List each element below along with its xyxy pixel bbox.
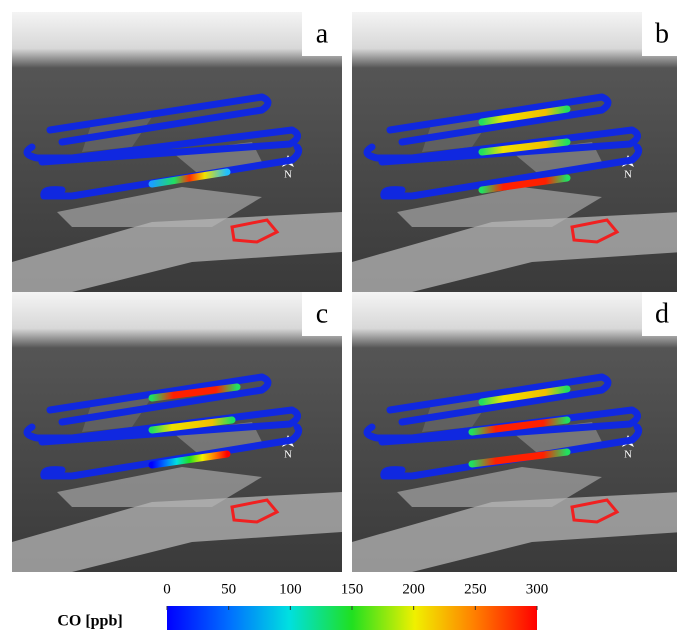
panel-label: b <box>655 18 669 49</box>
co-track-segment <box>478 138 571 156</box>
panel: dN <box>352 292 677 572</box>
co-track-segment <box>478 105 571 126</box>
aerial-image <box>12 292 342 572</box>
panel: aN <box>12 12 342 292</box>
north-label: N <box>624 169 632 181</box>
label-box <box>302 12 342 56</box>
co-track-segment <box>478 385 571 406</box>
tick-label: 0 <box>163 581 171 597</box>
panel-label: a <box>316 18 329 49</box>
co-track-segment <box>148 168 231 188</box>
co-track-segment <box>468 416 571 436</box>
panel-label: c <box>316 298 328 329</box>
tick-label: 300 <box>526 581 549 597</box>
label-box <box>302 292 342 336</box>
label-box <box>642 12 677 56</box>
tick-label: 150 <box>341 581 364 597</box>
tick-label: 200 <box>402 581 425 597</box>
aerial-image <box>352 292 677 572</box>
co-track-segment <box>148 416 236 434</box>
tick-label: 250 <box>464 581 487 597</box>
tick-label: 50 <box>221 581 236 597</box>
north-label: N <box>624 449 632 461</box>
co-track-segment <box>148 450 231 469</box>
co-track-segment <box>478 174 571 194</box>
colorbar-label: CO [ppb] <box>57 613 122 630</box>
panel-label: d <box>655 298 669 329</box>
co-track-segment <box>148 383 241 402</box>
tick-label: 100 <box>279 581 302 597</box>
north-label: N <box>284 169 292 181</box>
co-track-segment <box>468 448 571 468</box>
label-box <box>642 292 677 336</box>
panel: bN <box>352 12 677 292</box>
aerial-image <box>352 12 677 292</box>
north-label: N <box>284 449 292 461</box>
aerial-image <box>12 12 342 292</box>
panel: cN <box>12 292 342 572</box>
